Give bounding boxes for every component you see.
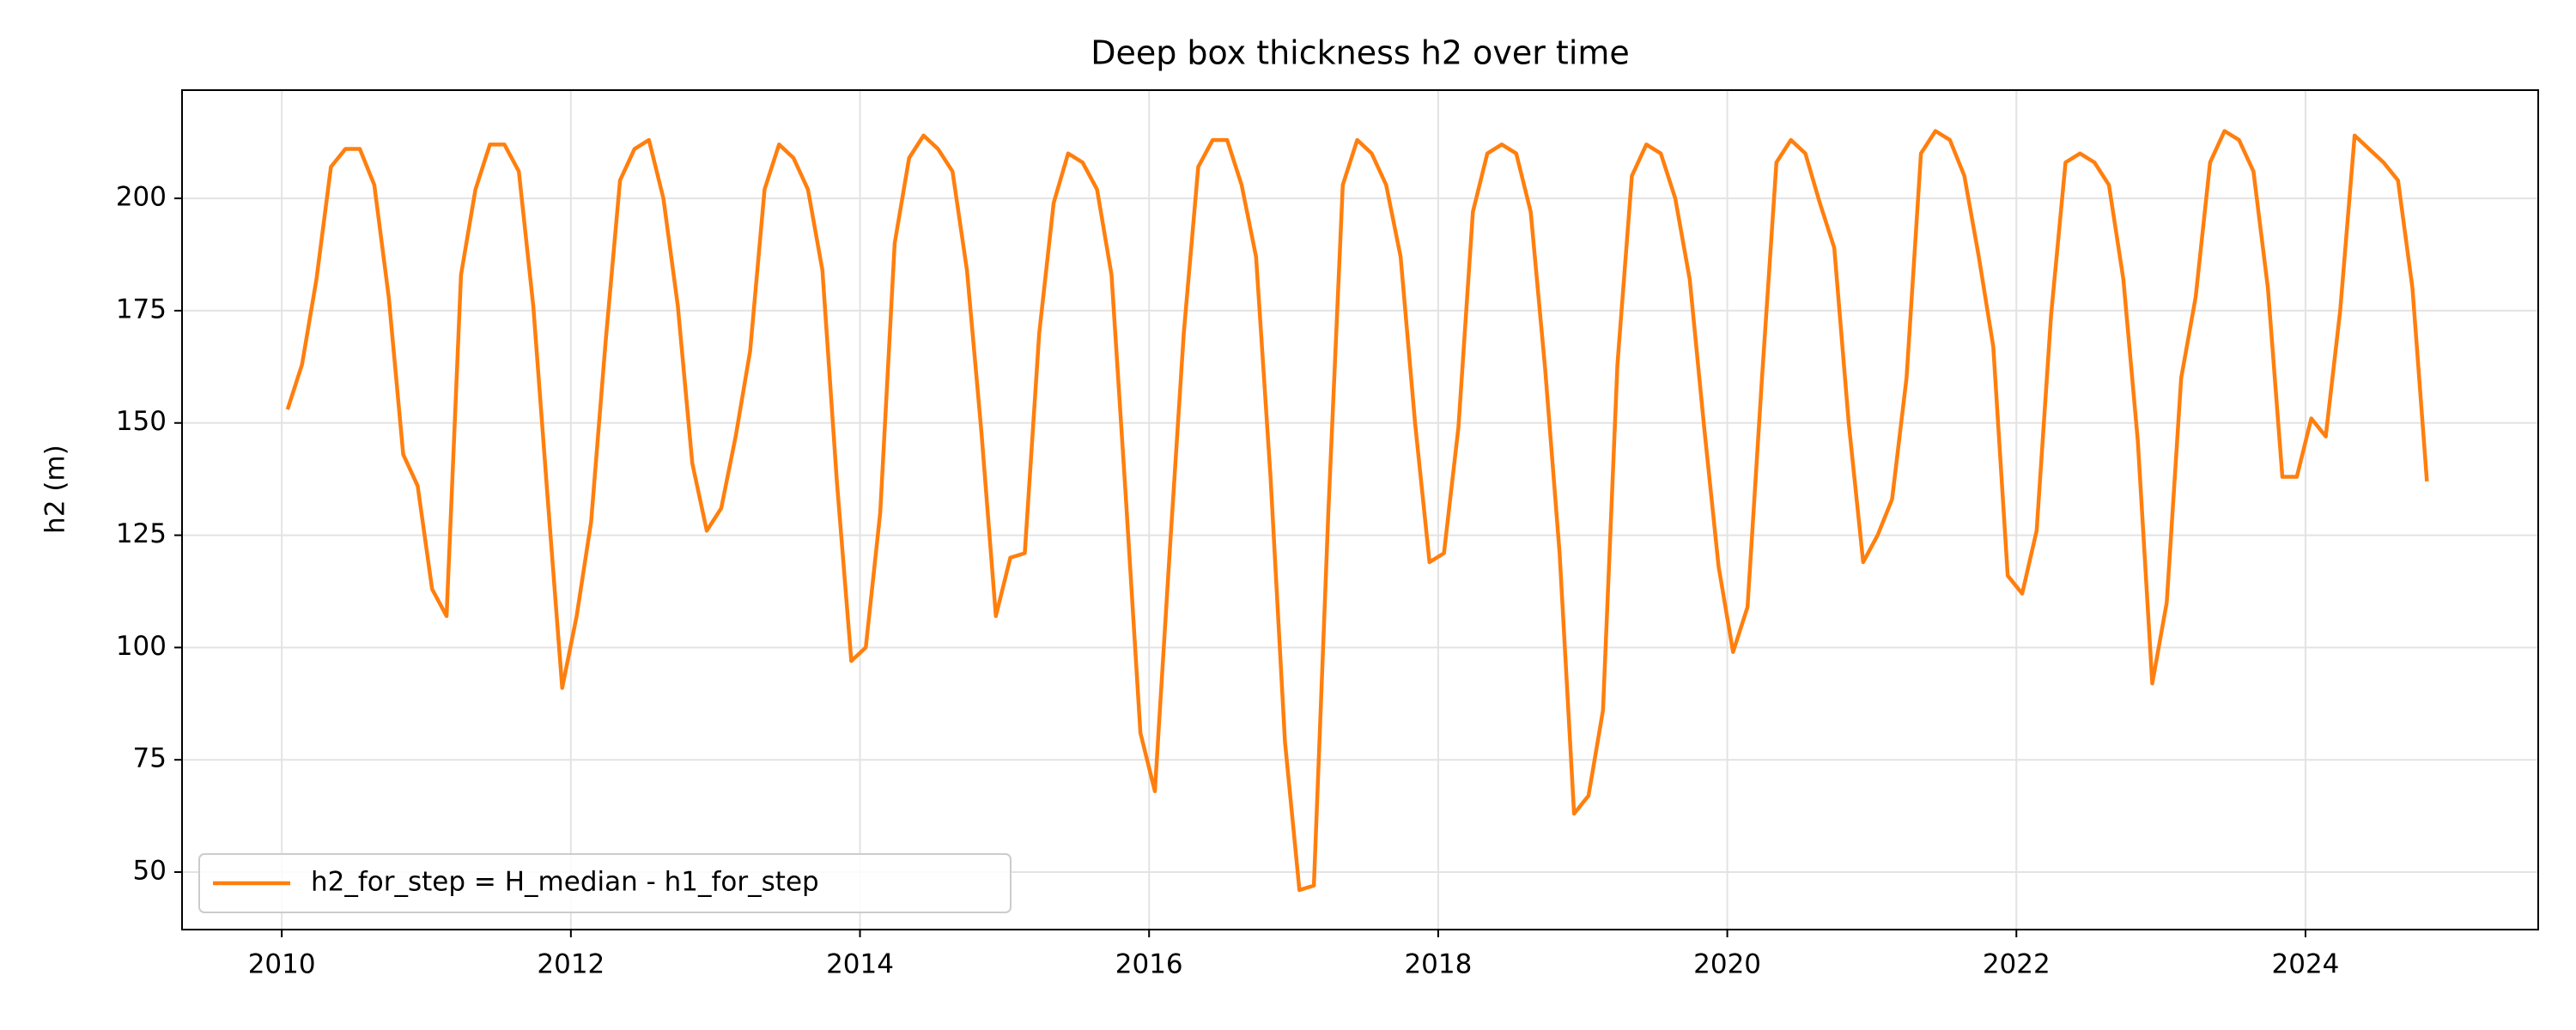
y-tick-label: 100 [116, 631, 167, 662]
y-axis-label: h2 (m) [40, 445, 71, 534]
legend-label: h2_for_step = H_median - h1_for_step [311, 867, 819, 898]
y-tick-label: 75 [133, 743, 167, 774]
data-line [285, 129, 2429, 893]
y-tick-label: 150 [116, 406, 167, 437]
x-tick-label: 2012 [537, 949, 605, 980]
y-tick-label: 200 [116, 182, 167, 213]
y-tick-label: 125 [116, 518, 167, 549]
chart-title: Deep box thickness h2 over time [1091, 34, 1630, 72]
legend-box [198, 853, 1012, 913]
x-tick-label: 2024 [2272, 949, 2340, 980]
x-tick-label: 2018 [1404, 949, 1472, 980]
x-tick-label: 2010 [248, 949, 316, 980]
x-tick-label: 2022 [1983, 949, 2050, 980]
y-tick-label: 50 [133, 856, 167, 887]
y-tick-label: 175 [116, 294, 167, 324]
x-tick-label: 2016 [1115, 949, 1183, 980]
x-tick-label: 2014 [826, 949, 894, 980]
x-tick-label: 2020 [1693, 949, 1761, 980]
plot-frame [181, 89, 2539, 930]
